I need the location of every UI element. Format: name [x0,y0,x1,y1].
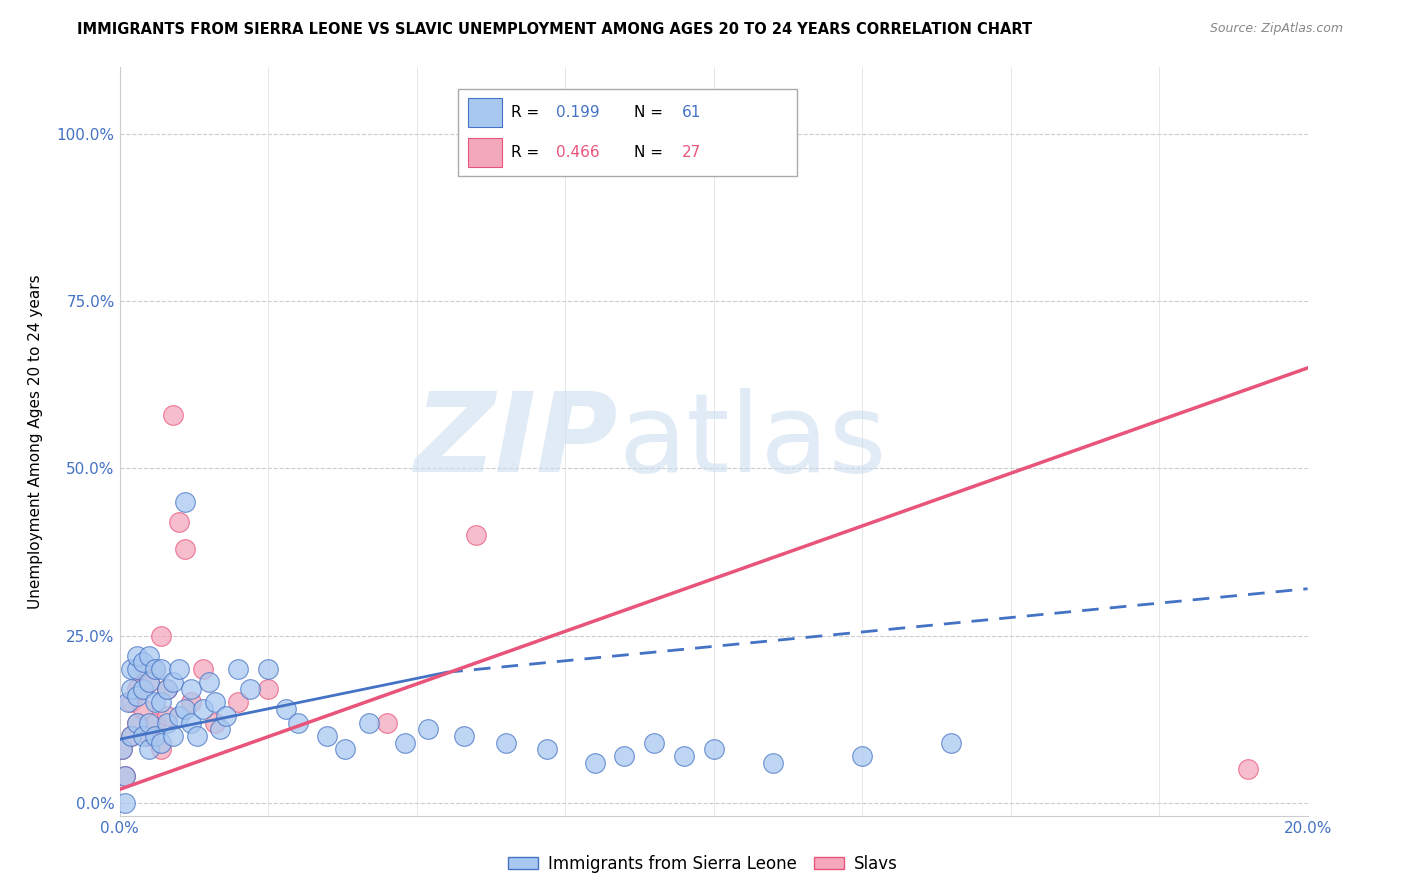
Point [464,528,488,542]
Point [162,729,184,743]
Point [375,715,398,730]
Point [180,696,202,710]
Point [143,662,166,676]
Point [762,756,785,770]
Point [150,629,173,643]
Y-axis label: Unemployment Among Ages 20 to 24 years: Unemployment Among Ages 20 to 24 years [28,274,42,609]
Point [257,682,280,697]
Point [143,662,166,676]
Point [120,662,142,676]
Point [120,682,142,697]
Point [209,723,232,737]
Point [167,708,190,723]
Text: ZIP: ZIP [415,388,619,495]
Point [643,735,665,749]
Point [180,715,202,730]
Point [150,742,173,756]
Point [173,494,195,508]
Point [138,675,160,690]
Point [228,696,250,710]
Point [536,742,558,756]
Point [453,729,475,743]
Point [180,682,202,697]
Point [127,662,149,676]
Text: IMMIGRANTS FROM SIERRA LEONE VS SLAVIC UNEMPLOYMENT AMONG AGES 20 TO 24 YEARS CO: IMMIGRANTS FROM SIERRA LEONE VS SLAVIC U… [77,22,1032,37]
Point [239,682,262,697]
Point [583,756,606,770]
Point [127,682,149,697]
Point [150,735,173,749]
Point [138,715,160,730]
Point [150,696,173,710]
Point [143,696,166,710]
Point [138,729,160,743]
Point [132,729,155,743]
Point [143,729,166,743]
Point [114,769,136,783]
Point [143,715,166,730]
Point [257,662,280,676]
Point [138,675,160,690]
Point [204,696,226,710]
Point [228,662,250,676]
Point [127,648,149,663]
Point [167,662,190,676]
Point [156,682,179,697]
Point [156,708,179,723]
Point [111,742,134,756]
Point [127,689,149,703]
Point [287,715,309,730]
Point [132,682,155,697]
Point [173,702,195,716]
Point [162,675,184,690]
Point [114,769,136,783]
Point [1237,762,1260,776]
Point [186,729,208,743]
Point [357,715,380,730]
Point [138,742,160,756]
Point [132,655,155,669]
Point [132,662,155,676]
Point [191,662,214,676]
Point [138,648,160,663]
Text: atlas: atlas [619,388,887,495]
Point [120,729,142,743]
Point [274,702,297,716]
Point [613,749,636,764]
Text: Source: ZipAtlas.com: Source: ZipAtlas.com [1209,22,1343,36]
Point [127,715,149,730]
Point [672,749,695,764]
Point [418,723,440,737]
Point [851,749,873,764]
Point [114,796,136,810]
Point [941,735,963,749]
Point [215,708,238,723]
Point [127,715,149,730]
Point [150,662,173,676]
Point [117,696,139,710]
Point [197,675,219,690]
Point [132,702,155,716]
Point [162,408,184,422]
Point [335,742,357,756]
Point [120,729,142,743]
Point [316,729,339,743]
Point [394,735,416,749]
Point [156,682,179,697]
Legend: Immigrants from Sierra Leone, Slavs: Immigrants from Sierra Leone, Slavs [502,848,904,880]
Point [191,702,214,716]
Point [173,541,195,556]
Point [495,735,517,749]
Point [156,715,179,730]
Point [120,696,142,710]
Point [703,742,725,756]
Point [167,515,190,529]
Point [204,715,226,730]
Point [111,742,134,756]
